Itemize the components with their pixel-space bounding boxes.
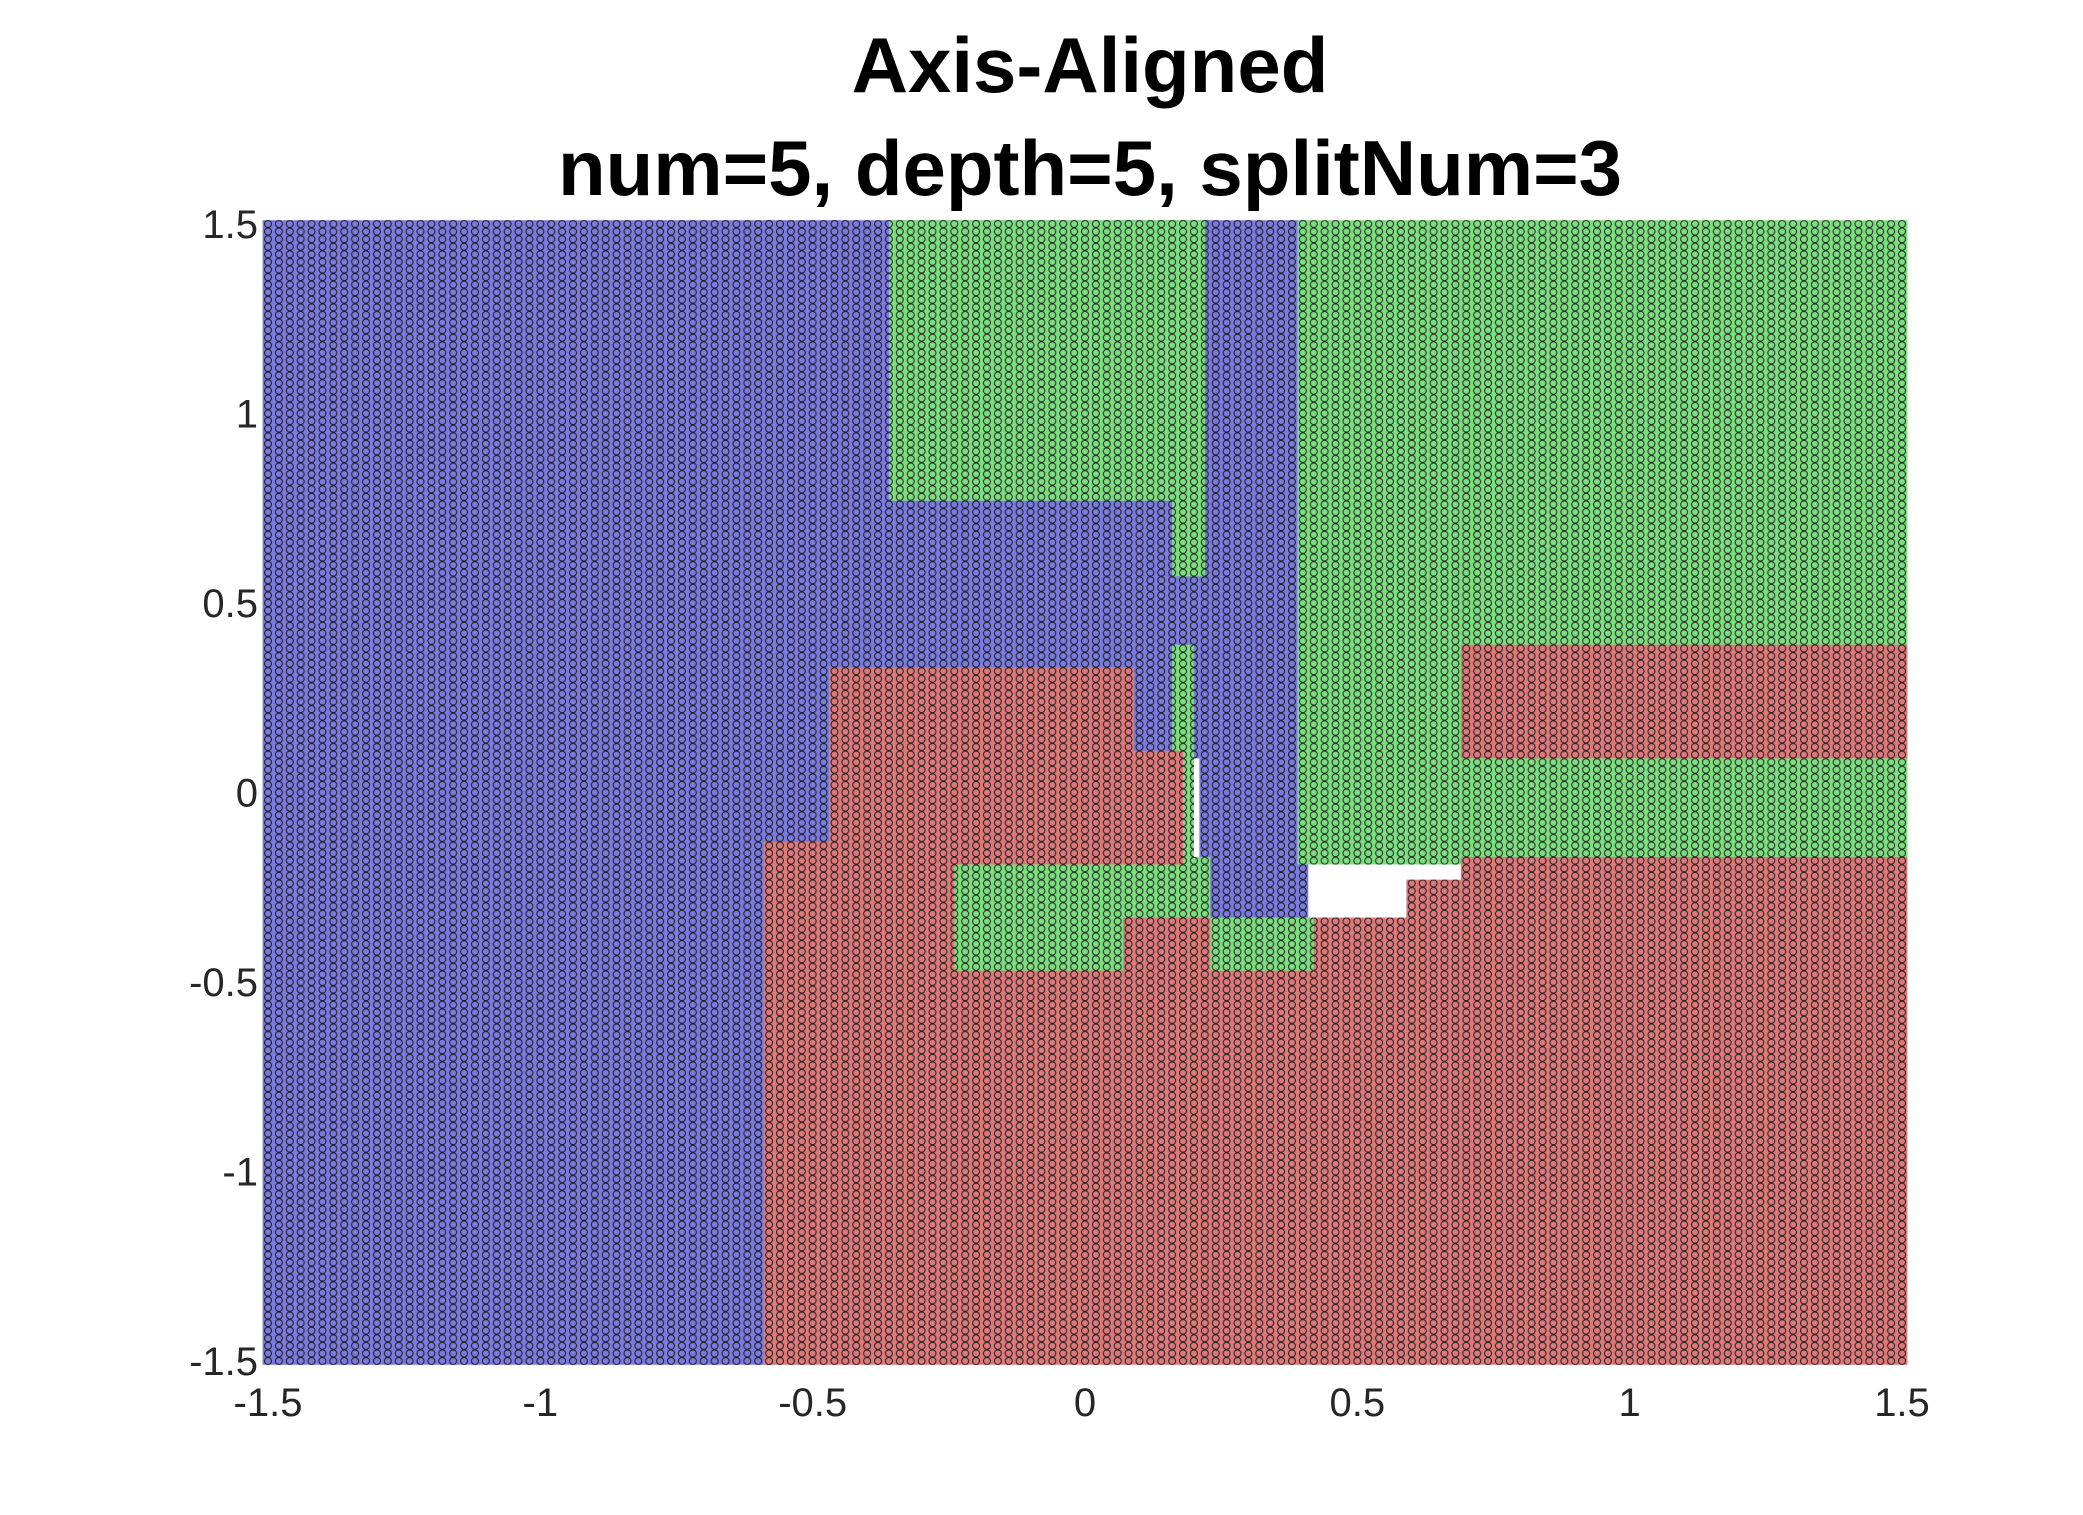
region-markers-blue-4: [1199, 220, 1309, 926]
region-markers-red-9: [1460, 644, 1908, 759]
region-markers-green-0: [888, 220, 1184, 501]
chart-title-line-1: Axis-Aligned: [852, 21, 1329, 109]
x-axis: -1.5 -1 -0.5 0 0.5 1 1.5: [234, 1381, 1930, 1425]
y-tick-label: 0: [236, 772, 258, 816]
x-tick-label: 0.5: [1330, 1381, 1386, 1425]
region-markers-red-2: [829, 667, 955, 850]
y-tick-label: -0.5: [189, 961, 258, 1005]
region-markers-red-5: [1123, 917, 1211, 979]
region-markers-blue-0: [262, 220, 775, 1365]
region-markers-red-1: [763, 841, 955, 979]
y-tick-label: 1: [236, 393, 258, 437]
plot-area: [262, 220, 1908, 1365]
x-tick-label: 1: [1619, 1381, 1641, 1425]
series-red: [763, 644, 1908, 1365]
region-markers-green-6: [1204, 917, 1325, 979]
x-tick-label: 1.5: [1874, 1381, 1930, 1425]
region-markers-red-4: [1123, 750, 1184, 865]
chart-title-line-2: num=5, depth=5, splitNum=3: [558, 124, 1622, 212]
region-markers-red-0: [763, 970, 1908, 1365]
x-tick-label: -1.5: [234, 1381, 303, 1425]
x-tick-label: -0.5: [778, 1381, 847, 1425]
region-markers-green-2: [1297, 220, 1908, 865]
region-markers-green-3: [943, 856, 1135, 979]
y-tick-label: 0.5: [202, 582, 258, 626]
x-tick-label: -1: [523, 1381, 559, 1425]
x-tick-label: 0: [1074, 1381, 1096, 1425]
region-markers-green-1: [1172, 220, 1205, 577]
region-markers-blue-1: [763, 220, 840, 850]
y-tick-label: -1: [222, 1151, 258, 1195]
region-markers-green-4: [1123, 856, 1211, 926]
y-axis: -1.5 -1 -0.5 0 0.5 1 1.5: [189, 203, 258, 1384]
region-markers-red-3: [943, 667, 1135, 865]
y-tick-label: 1.5: [202, 203, 258, 247]
region-markers-red-6: [1313, 917, 1908, 979]
y-tick-label: -1.5: [189, 1340, 258, 1384]
region-markers-red-8: [1460, 856, 1908, 888]
